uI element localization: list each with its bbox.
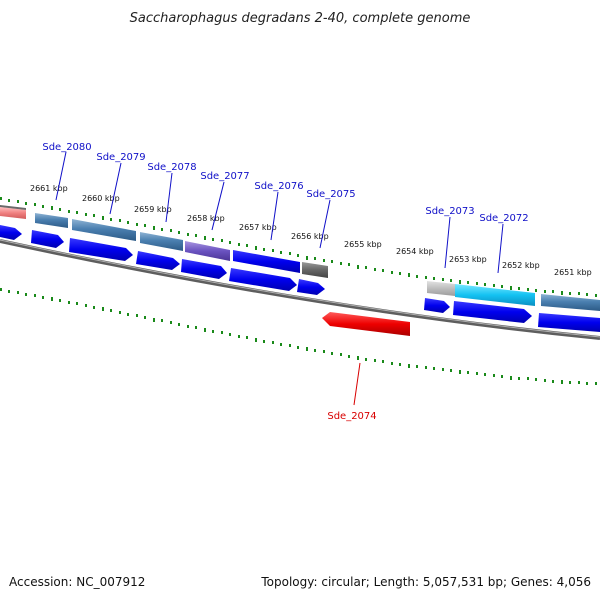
scale-label: 2660 kbp xyxy=(82,194,120,203)
category-box xyxy=(0,207,26,219)
cds-arrow[interactable] xyxy=(453,301,532,323)
cds-arrow[interactable] xyxy=(69,238,133,261)
cds-arrow[interactable] xyxy=(229,268,297,291)
category-box[interactable] xyxy=(541,294,600,311)
inner-tick-ring xyxy=(0,288,597,385)
scale-label: 2656 kbp xyxy=(291,232,329,241)
scale-label: 2653 kbp xyxy=(449,255,487,264)
scale-label: 2651 kbp xyxy=(554,268,592,277)
gene-label[interactable]: Sde_2078 xyxy=(147,162,196,173)
scale-label: 2659 kbp xyxy=(134,205,172,214)
cds-arrow[interactable] xyxy=(31,230,64,248)
gene-label[interactable]: Sde_2080 xyxy=(42,142,91,153)
scale-labels: 2661 kbp 2660 kbp 2659 kbp 2658 kbp 2657… xyxy=(30,184,592,277)
map-title: Saccharophagus degradans 2-40, complete … xyxy=(130,11,471,26)
category-boxes xyxy=(0,205,600,311)
topology-text: Topology: circular; Length: 5,057,531 bp… xyxy=(260,575,591,589)
cds-arrow[interactable] xyxy=(538,313,600,332)
gene-label-reverse[interactable]: Sde_2074 xyxy=(327,411,376,422)
category-box[interactable] xyxy=(427,281,455,296)
scale-label: 2658 kbp xyxy=(187,214,225,223)
cds-arrow[interactable] xyxy=(297,279,325,295)
gene-leaders xyxy=(55,151,504,406)
genome-backbone-highlight xyxy=(0,239,600,338)
cds-arrow[interactable] xyxy=(0,225,22,240)
genome-backbone xyxy=(0,239,600,340)
gene-labels: Sde_2080 Sde_2079 Sde_2078 Sde_2077 Sde_… xyxy=(42,142,528,422)
gene-label[interactable]: Sde_2076 xyxy=(254,181,303,192)
scale-label: 2657 kbp xyxy=(239,223,277,232)
cds-arrow-reverse[interactable] xyxy=(322,312,410,336)
gene-label[interactable]: Sde_2072 xyxy=(479,213,528,224)
category-box[interactable] xyxy=(185,241,230,261)
category-box[interactable] xyxy=(72,219,136,241)
scale-label: 2654 kbp xyxy=(396,247,434,256)
outer-tick-ring xyxy=(0,197,597,297)
category-box[interactable] xyxy=(455,284,535,306)
category-box[interactable] xyxy=(140,232,183,251)
scale-label: 2652 kbp xyxy=(502,261,540,270)
gene-label[interactable]: Sde_2075 xyxy=(306,189,355,200)
gene-label[interactable]: Sde_2077 xyxy=(200,171,249,182)
cds-arrow[interactable] xyxy=(136,251,180,270)
scale-label: 2661 kbp xyxy=(30,184,68,193)
category-box-edge xyxy=(0,205,26,210)
category-box[interactable] xyxy=(35,213,68,228)
scale-label: 2655 kbp xyxy=(344,240,382,249)
forward-cds-row xyxy=(0,225,600,332)
accession-text: Accession: NC_007912 xyxy=(9,575,145,589)
cds-arrow[interactable] xyxy=(424,298,450,313)
gene-label[interactable]: Sde_2079 xyxy=(96,152,145,163)
category-box[interactable] xyxy=(302,262,328,278)
cds-arrow[interactable] xyxy=(181,259,227,279)
gene-label[interactable]: Sde_2073 xyxy=(425,206,474,217)
category-box[interactable] xyxy=(233,250,300,273)
